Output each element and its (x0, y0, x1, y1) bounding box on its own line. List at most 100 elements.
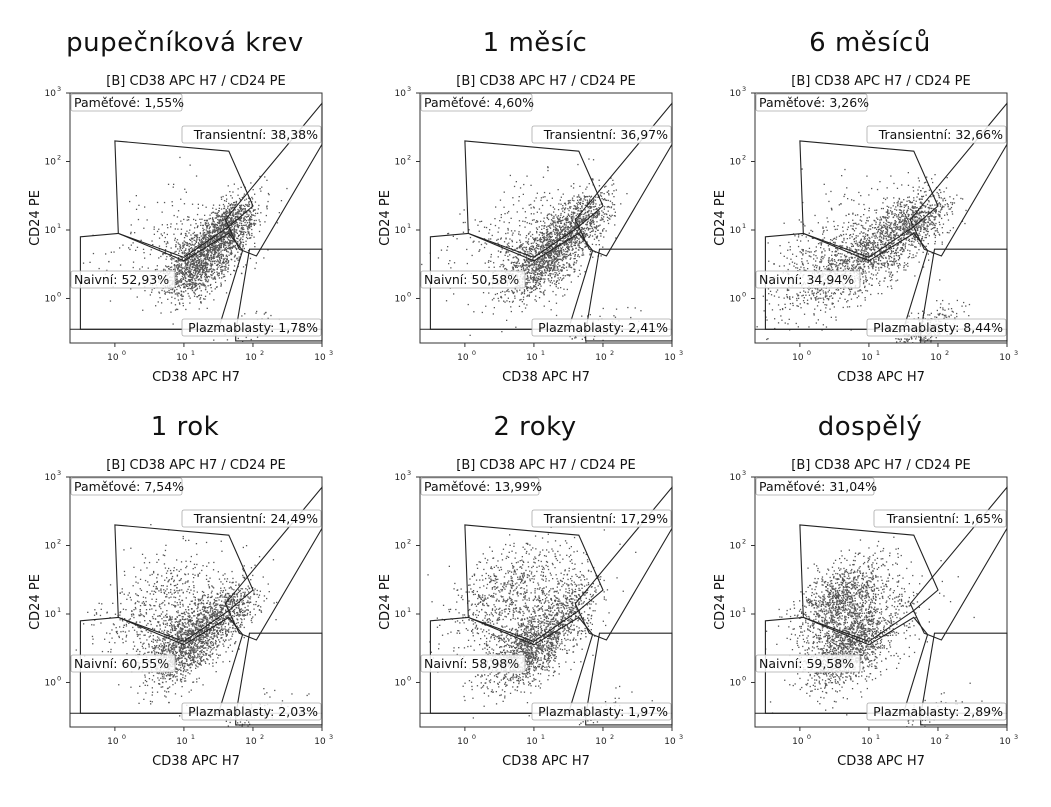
event-point (547, 167, 548, 168)
event-point (189, 267, 190, 268)
event-point (536, 245, 537, 246)
event-point (194, 235, 195, 236)
event-point (542, 205, 543, 206)
event-point (238, 213, 239, 214)
event-point (223, 228, 224, 229)
event-point (590, 225, 591, 226)
gate-label-naive: Naivní: 52,93% (74, 272, 169, 287)
event-point (529, 294, 530, 295)
event-point (573, 264, 574, 265)
event-point (198, 208, 199, 209)
x-tick-label: 10 (176, 353, 188, 363)
event-point (517, 291, 518, 292)
event-point (201, 264, 202, 265)
event-point (555, 230, 556, 231)
event-point (260, 224, 261, 225)
event-point (571, 223, 572, 224)
event-point (562, 205, 563, 206)
event-point (237, 233, 238, 234)
event-point (557, 264, 558, 265)
event-point (575, 337, 576, 338)
event-point (225, 211, 226, 212)
event-point (567, 246, 568, 247)
event-point (560, 287, 561, 288)
event-point (553, 216, 554, 217)
event-point (200, 280, 201, 281)
event-point (551, 267, 552, 268)
event-point (199, 247, 200, 248)
x-tick-exponent: 2 (260, 349, 264, 357)
event-point (216, 252, 217, 253)
event-point (536, 252, 537, 253)
event-point (559, 227, 560, 228)
event-point (608, 218, 609, 219)
event-point (242, 236, 243, 237)
event-point (211, 253, 212, 254)
event-point (612, 215, 613, 216)
plot-title: [B] CD38 APC H7 / CD24 PE (106, 74, 285, 89)
event-point (569, 242, 570, 243)
event-point (508, 259, 509, 260)
event-point (541, 245, 542, 246)
event-point (562, 220, 563, 221)
event-point (242, 231, 243, 232)
event-point (206, 250, 207, 251)
event-point (576, 248, 577, 249)
event-point (223, 262, 224, 263)
event-point (554, 262, 555, 263)
event-point (188, 279, 189, 280)
event-point (164, 241, 165, 242)
event-point (481, 221, 482, 222)
event-point (536, 227, 537, 228)
event-point (241, 231, 242, 232)
event-point (224, 216, 225, 217)
event-point (154, 229, 155, 230)
event-point (177, 216, 178, 217)
event-point (575, 233, 576, 234)
event-point (170, 226, 171, 227)
event-point (227, 237, 228, 238)
event-point (220, 254, 221, 255)
event-point (247, 222, 248, 223)
event-point (894, 263, 895, 264)
event-point (237, 241, 238, 242)
event-point (561, 230, 562, 231)
event-point (494, 267, 495, 268)
event-point (608, 190, 609, 191)
event-point (220, 260, 221, 261)
event-point (560, 269, 561, 270)
event-point (528, 241, 529, 242)
event-point (187, 216, 188, 217)
event-point (519, 299, 520, 300)
event-point (130, 232, 131, 233)
event-point (861, 225, 862, 226)
event-point (553, 207, 554, 208)
event-point (136, 209, 137, 210)
event-point (527, 276, 528, 277)
event-point (229, 240, 230, 241)
event-point (593, 229, 594, 230)
event-point (545, 239, 546, 240)
event-point (533, 273, 534, 274)
event-point (243, 205, 244, 206)
event-point (605, 186, 606, 187)
event-point (496, 240, 497, 241)
event-point (513, 204, 514, 205)
event-point (565, 251, 566, 252)
event-point (246, 337, 247, 338)
event-point (554, 272, 555, 273)
event-point (187, 252, 188, 253)
event-point (244, 313, 245, 314)
event-point (540, 279, 541, 280)
event-point (529, 280, 530, 281)
event-point (180, 245, 181, 246)
event-point (588, 207, 589, 208)
x-tick-label: 10 (595, 353, 607, 363)
event-point (264, 176, 265, 177)
event-point (268, 193, 269, 194)
event-point (551, 254, 552, 255)
event-point (182, 223, 183, 224)
event-point (533, 247, 534, 248)
event-point (551, 214, 552, 215)
event-point (562, 247, 563, 248)
